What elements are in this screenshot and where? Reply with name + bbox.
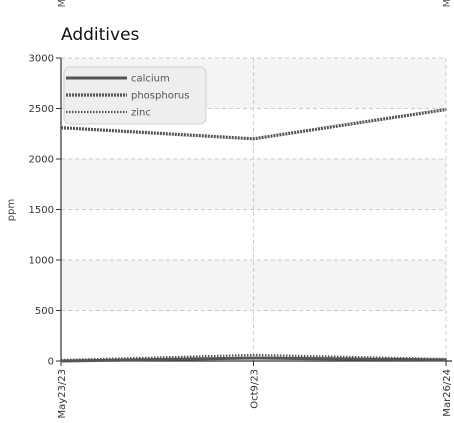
legend: calcium phosphorus zinc	[63, 66, 207, 125]
data-point-zinc	[445, 358, 447, 360]
x-tick-label: Oct9/23	[250, 369, 261, 409]
legend-label-calcium: calcium	[131, 74, 170, 85]
y-tick-label: 1500	[29, 205, 54, 216]
y-tick-label: 2500	[29, 104, 54, 115]
legend-label-phosphorus: phosphorus	[131, 91, 189, 102]
legend-label-zinc: zinc	[131, 108, 151, 119]
legend-box	[63, 66, 207, 125]
top-truncated-left-label: M	[57, 0, 68, 7]
data-point-phosphorus	[60, 126, 62, 129]
data-point-zinc	[60, 359, 62, 361]
x-tick-label: Mar26/24	[442, 369, 453, 417]
y-tick-label: 3000	[29, 54, 54, 65]
y-tick-label: 2000	[29, 155, 54, 166]
data-point-calcium	[252, 357, 255, 359]
y-axis-ticks: 0 500 1000 1500 2000 2500 3000	[29, 54, 61, 368]
y-tick-label: 500	[35, 306, 54, 317]
y-tick-label: 0	[48, 357, 54, 368]
series-group	[60, 107, 447, 363]
x-tick-label: May23/23	[57, 369, 68, 419]
x-axis-ticks: May23/23 Oct9/23 Mar26/24	[57, 361, 453, 419]
data-point-zinc	[252, 354, 255, 356]
top-truncated-right-label: M	[442, 0, 453, 7]
y-axis-label: ppm	[6, 199, 17, 221]
chart-title: Additives	[61, 25, 140, 45]
data-point-phosphorus	[252, 138, 255, 140]
y-tick-label: 1000	[29, 256, 54, 267]
data-point-phosphorus	[445, 108, 447, 111]
